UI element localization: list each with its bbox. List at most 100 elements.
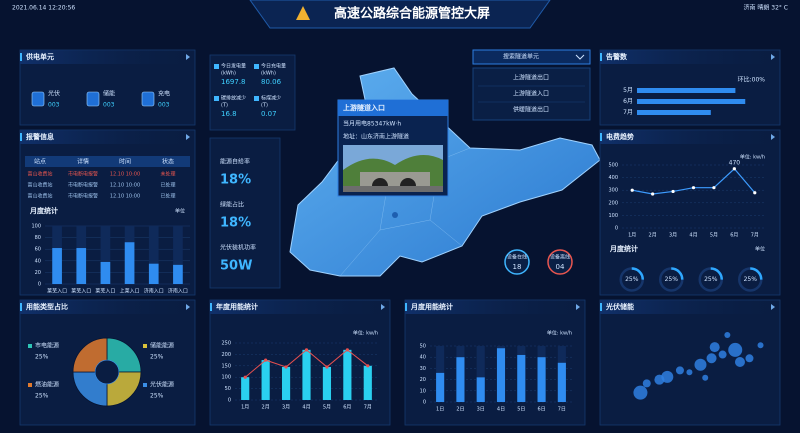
photo-portals xyxy=(372,178,416,186)
x-tick-label: 5日 xyxy=(517,407,525,413)
trend-point xyxy=(264,358,268,362)
supply-value: 003 xyxy=(48,102,60,109)
y-tick-label: 150 xyxy=(221,363,231,369)
gauge-arc xyxy=(698,267,723,292)
panel xyxy=(209,299,391,426)
device-label: 设备在线 xyxy=(507,254,527,261)
bar xyxy=(261,360,270,400)
y-tick-label: 200 xyxy=(608,200,618,206)
bar xyxy=(537,357,546,402)
supply-label: 光伏 xyxy=(48,90,60,98)
table-cell: 富山收费站 xyxy=(27,182,52,189)
data-label: 25% xyxy=(35,354,49,361)
logo xyxy=(296,6,310,20)
x-tick-label: 济南入口 xyxy=(144,288,164,295)
selector-option[interactable]: 上游隧道入口 xyxy=(513,90,549,98)
table-cell: 市电断电报警 xyxy=(68,171,98,178)
bubble xyxy=(745,354,754,363)
bar xyxy=(363,365,372,400)
bar xyxy=(637,99,746,104)
stat-label: 今日充电量 xyxy=(261,63,286,70)
bar xyxy=(124,242,135,284)
x-tick-label: 7日 xyxy=(558,407,566,413)
popup-title: 上游隧道入口 xyxy=(343,103,385,112)
bubble xyxy=(694,358,707,371)
panel-header xyxy=(405,300,585,314)
selector-option[interactable]: 供暖隧道出口 xyxy=(513,106,549,114)
panel-header xyxy=(20,50,195,64)
x-tick-label: 6日 xyxy=(537,407,545,413)
bar xyxy=(302,349,311,400)
supply-value: 003 xyxy=(103,102,115,109)
stat-value: 0.07 xyxy=(261,110,277,118)
y-tick-label: 5月 xyxy=(623,87,633,94)
panel xyxy=(404,299,586,426)
selector-caret xyxy=(575,54,585,60)
supply-label: 充电 xyxy=(158,90,170,98)
panel-title: 用能类型占比 xyxy=(26,302,68,311)
trend-point xyxy=(243,375,247,379)
supply-icon xyxy=(141,91,155,107)
x-tick-label: 莱芜入口 xyxy=(95,288,115,295)
panel-arrow xyxy=(186,304,190,310)
x-tick-label: 济南入口 xyxy=(168,288,188,295)
ratio-label: 绿能占比 xyxy=(220,201,244,209)
y-tick-label: 0 xyxy=(615,226,618,232)
unit-label: 单位 xyxy=(755,246,765,253)
popup-address: 地址：山东济南上游隧道 xyxy=(343,133,409,141)
x-tick-label: 6月 xyxy=(343,405,351,411)
x-tick-label: 1日 xyxy=(436,407,444,413)
x-tick-label: 3月 xyxy=(282,405,290,411)
x-tick-label: 7月 xyxy=(751,233,759,239)
panel-arrow xyxy=(576,304,580,310)
selector-box[interactable] xyxy=(472,49,591,65)
chart-title: 月度统计 xyxy=(609,244,638,253)
unit-label: 单位: kw/h xyxy=(547,330,572,337)
y-tick-label: 40 xyxy=(35,258,41,264)
selector-option[interactable]: 上游隧道出口 xyxy=(513,74,549,82)
legend-swatch xyxy=(28,344,32,348)
x-tick-label: 1月 xyxy=(241,405,249,411)
table-header xyxy=(25,156,190,167)
table-cell: 富山收费站 xyxy=(27,193,52,200)
table-header-cell: 状态 xyxy=(162,158,174,166)
panel-header xyxy=(20,130,195,144)
x-tick-label: 莱芜入口 xyxy=(47,288,67,295)
gauge-arc xyxy=(738,267,763,292)
datetime: 2021.06.14 12:20:56 xyxy=(12,5,75,12)
bar xyxy=(76,248,87,284)
photo-road xyxy=(343,186,443,192)
trend-point xyxy=(304,348,309,352)
y-tick-label: 250 xyxy=(221,341,231,347)
x-tick-label: 2月 xyxy=(649,233,657,239)
y-tick-label: 10 xyxy=(420,388,426,394)
panel-header xyxy=(600,50,780,64)
y-tick-label: 30 xyxy=(420,366,426,372)
map-marker[interactable] xyxy=(392,212,398,218)
bar xyxy=(173,264,183,284)
bubble xyxy=(718,350,727,359)
popup: 上游隧道入口 当月用电85347kW·h 地址：山东济南上游隧道 xyxy=(337,99,449,197)
panel-accent xyxy=(20,133,22,141)
bar-track xyxy=(100,226,111,284)
stat-value: 16.8 xyxy=(221,110,237,118)
point xyxy=(671,189,675,194)
bar xyxy=(241,377,250,400)
panel-arrow xyxy=(771,304,775,310)
bar xyxy=(322,366,332,400)
bubble xyxy=(686,369,693,376)
x-tick-label: 3月 xyxy=(669,233,677,239)
stats-frame xyxy=(209,54,296,131)
panel-header xyxy=(210,300,390,314)
bar-track xyxy=(476,346,485,402)
y-tick-label: 0 xyxy=(423,400,426,406)
bubble xyxy=(702,374,709,381)
stat-label: 今日发电量 xyxy=(221,63,246,70)
y-tick-label: 0 xyxy=(38,282,41,288)
panel-title: 告警数 xyxy=(606,52,628,61)
x-tick-label: 2月 xyxy=(262,405,270,411)
y-tick-label: 40 xyxy=(420,355,426,361)
bar-track xyxy=(173,226,183,284)
bar xyxy=(281,366,291,400)
